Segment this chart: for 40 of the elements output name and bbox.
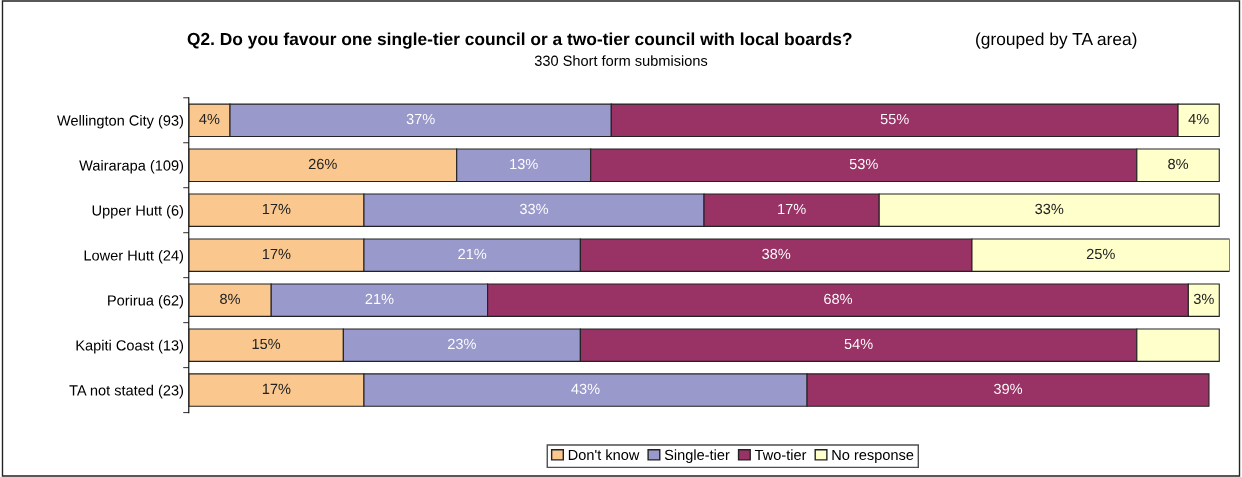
data-label: 37% [406, 113, 435, 125]
legend-label: No response [832, 449, 914, 463]
data-label: 39% [993, 383, 1023, 395]
data-label: 26% [308, 158, 337, 170]
data-label: 4% [199, 113, 220, 125]
data-label: 17% [262, 383, 291, 394]
chart-title: Q2. Do you favour one single-tier council or a two-tier council with local boards? [187, 32, 852, 49]
data-label: 21% [365, 293, 394, 305]
data-label: 33% [519, 203, 549, 215]
y-tick-label: TA not stated (23) [69, 384, 184, 399]
data-label: 68% [824, 293, 853, 305]
data-label: 43% [571, 383, 600, 395]
data-label: 23% [448, 338, 476, 350]
data-label: 25% [1086, 248, 1115, 260]
data-label: 4% [1188, 113, 1209, 125]
y-tick-label: Lower Hutt (24) [84, 249, 184, 264]
data-label: 17% [262, 248, 291, 260]
text: (grouped by TA area) [976, 32, 1137, 49]
data-label: 21% [458, 248, 487, 260]
data-label: 8% [1168, 158, 1189, 170]
data-label: 15% [252, 338, 281, 350]
data-label: 17% [262, 203, 291, 215]
y-tick-label: Kapiti Coast (13) [76, 339, 184, 354]
y-tick-label: Upper Hutt (6) [92, 204, 184, 219]
y-tick-label: Porirua (62) [108, 294, 184, 309]
data-label: 17% [778, 203, 806, 215]
legend-label: Don't know [568, 449, 640, 461]
data-label: 53% [849, 158, 878, 170]
data-label: 13% [510, 158, 538, 170]
chart-subtitle: 330 Short form submisions [534, 55, 708, 66]
legend-label: Single-tier [664, 449, 730, 463]
y-tick-label: Wellington City (93) [57, 114, 184, 129]
data-label: 8% [220, 293, 241, 305]
legend-label: Two-tier [754, 449, 807, 461]
data-label: 38% [762, 248, 791, 260]
y-tick-label: Wairarapa (109) [79, 159, 184, 174]
data-label: 3% [1193, 293, 1214, 305]
data-label: 55% [880, 113, 909, 125]
data-label: 33% [1035, 203, 1064, 215]
data-label: 54% [844, 338, 873, 350]
